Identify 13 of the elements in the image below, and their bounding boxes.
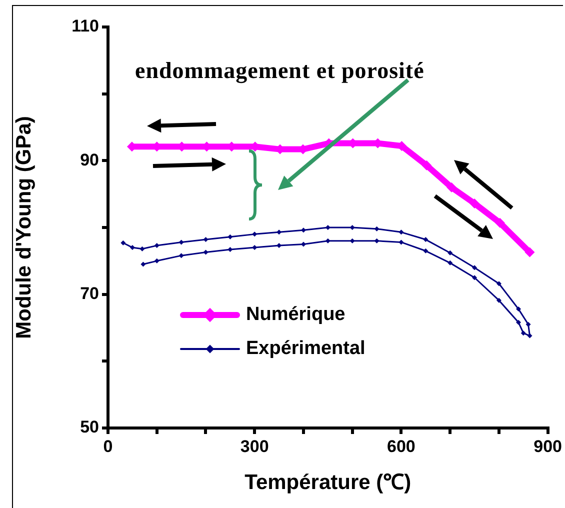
x-tick-label: 300 xyxy=(240,436,269,456)
y-tick-label: 70 xyxy=(80,284,99,304)
legend-label: Expérimental xyxy=(246,338,366,360)
y-axis-title: Module d'Young (GPa) xyxy=(12,116,36,339)
x-tick-label: 600 xyxy=(387,436,416,456)
x-axis-title: Température (℃) xyxy=(244,471,412,494)
legend-label: Numérique xyxy=(246,304,346,326)
y-tick-label: 50 xyxy=(80,418,99,437)
x-tick-label: 0 xyxy=(103,436,113,456)
annotation: endommagement et porosité xyxy=(135,58,424,84)
y-tick-label: 110 xyxy=(72,16,99,36)
x-tick-label: 900 xyxy=(534,436,562,456)
y-tick-label: 90 xyxy=(80,150,99,170)
